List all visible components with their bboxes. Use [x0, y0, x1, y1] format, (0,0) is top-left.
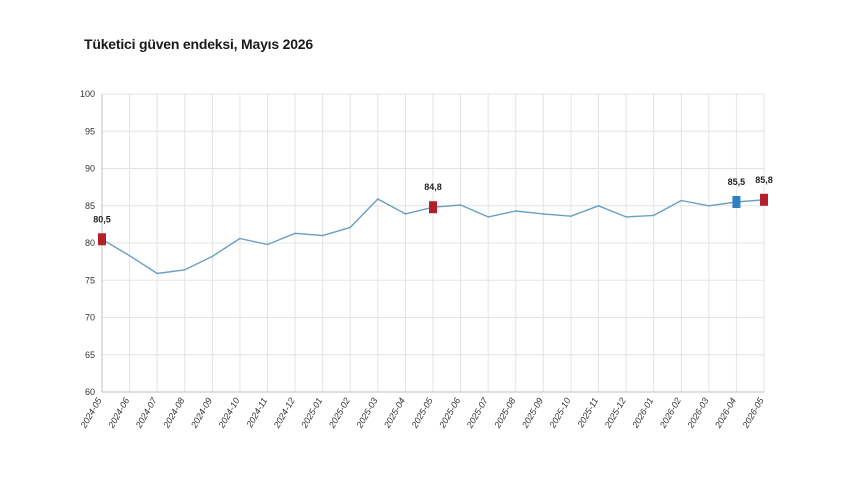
x-tick-label: 2024-08 — [161, 396, 187, 430]
x-tick-label: 2024-05 — [78, 395, 104, 430]
highlight-marker — [429, 201, 437, 214]
grid-layer — [101, 93, 765, 393]
data-point — [708, 204, 710, 207]
data-label: 85,8 — [755, 175, 773, 185]
data-point — [211, 255, 214, 258]
highlight-marker — [760, 193, 768, 206]
data-point — [321, 234, 324, 237]
x-tick-label: 2024-12 — [271, 396, 297, 430]
x-tick-label: 2024-06 — [106, 396, 132, 430]
data-point — [542, 213, 545, 215]
data-point — [514, 210, 517, 212]
y-tick-label: 85 — [85, 201, 95, 211]
x-tick-label: 2026-03 — [685, 396, 711, 430]
x-tick-label: 2025-08 — [492, 396, 518, 430]
marker-layer: 80,5 84,8 85,5 85,8 — [93, 175, 773, 246]
highlight-marker — [98, 233, 106, 246]
data-point — [487, 216, 489, 218]
data-point — [652, 214, 655, 217]
chart-title: Tüketici güven endeksi, Mayıs 2026 — [84, 36, 313, 52]
x-tick-label: 2024-07 — [133, 395, 159, 430]
data-point — [570, 215, 572, 217]
data-point — [294, 232, 296, 235]
x-tick-label: 2024-10 — [216, 396, 242, 430]
data-point — [183, 269, 186, 271]
x-tick-label: 2025-01 — [299, 396, 325, 430]
x-tick-label: 2025-05 — [409, 395, 435, 430]
y-tick-label: 70 — [85, 313, 95, 323]
x-tick-label: 2025-11 — [575, 396, 600, 430]
x-tick-label: 2025-03 — [354, 396, 380, 430]
data-point — [156, 272, 158, 275]
y-tick-label: 95 — [85, 126, 95, 136]
x-tick-label: 2026-05 — [740, 395, 766, 430]
data-point — [128, 254, 131, 257]
data-point — [680, 199, 683, 202]
y-tick-label: 90 — [85, 164, 95, 174]
data-label: 80,5 — [93, 214, 111, 224]
data-label: 84,8 — [424, 182, 442, 192]
y-tick-label: 75 — [85, 275, 95, 285]
x-tick-label: 2026-02 — [657, 396, 683, 430]
data-point — [404, 213, 407, 215]
y-tick-label: 65 — [85, 350, 95, 360]
axis-layer: 60 65 70 75 80 85 90 95 100 2024-05 2024-06 2024-07… — [78, 89, 766, 430]
data-label: 85,5 — [728, 177, 746, 187]
x-tick-label: 2025-10 — [547, 396, 573, 430]
data-point — [377, 198, 379, 200]
x-tick-label: 2025-06 — [437, 396, 463, 430]
y-tick-label: 60 — [85, 387, 95, 397]
highlight-marker — [732, 196, 741, 209]
data-point — [349, 226, 352, 229]
x-tick-label: 2026-04 — [712, 396, 738, 430]
x-tick-label: 2024-09 — [188, 396, 214, 430]
y-tick-label: 80 — [85, 238, 95, 248]
x-tick-label: 2025-12 — [602, 396, 628, 430]
x-tick-label: 2025-07 — [464, 395, 490, 430]
x-tick-label: 2026-01 — [630, 396, 656, 430]
data-point — [266, 243, 269, 246]
x-tick-label: 2024-11 — [244, 396, 269, 430]
data-point — [459, 204, 462, 206]
x-tick-label: 2025-04 — [381, 396, 407, 430]
data-point — [625, 216, 627, 218]
data-point — [597, 204, 600, 207]
data-point — [239, 237, 241, 240]
y-tick-label: 100 — [80, 89, 95, 99]
x-tick-label: 2025-09 — [519, 396, 545, 430]
x-tick-label: 2025-02 — [326, 396, 352, 430]
